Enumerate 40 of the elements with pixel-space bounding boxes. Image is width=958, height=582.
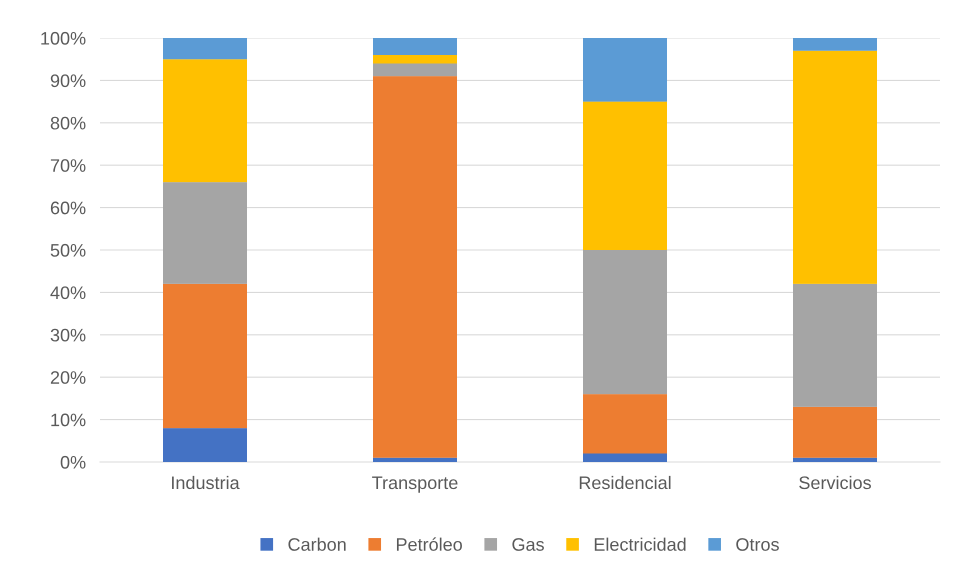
bar: [793, 406, 877, 458]
bar: [163, 182, 247, 284]
x-tick-label: Industria: [172, 476, 240, 490]
bar: [793, 284, 877, 407]
bar: [793, 38, 877, 51]
y-tick-label: 90%: [50, 74, 86, 88]
y-tick-label: 10%: [51, 414, 86, 426]
bar: [373, 63, 457, 76]
bar: [583, 394, 667, 454]
y-tick-label: 30%: [50, 328, 86, 342]
y-tick-label: 20%: [50, 371, 86, 384]
legend-label: Petróleo: [396, 537, 462, 551]
bar: [373, 458, 457, 462]
legend-label: Electricidad: [594, 538, 686, 551]
bar: [373, 76, 457, 458]
x-tick-label: Servicios: [799, 476, 871, 490]
x-tick-label: Transporte: [372, 476, 458, 493]
bar: [163, 284, 247, 428]
bar: [163, 59, 247, 182]
x-tick-label: Residencial: [580, 476, 670, 490]
bar: [163, 38, 247, 60]
bar: [793, 458, 877, 462]
y-tick-label: 50%: [50, 244, 86, 257]
legend-label: Carbon: [288, 538, 346, 551]
y-tick-label: 0%: [60, 456, 86, 469]
bar: [793, 50, 877, 284]
bar: [373, 38, 457, 55]
bar: [163, 428, 247, 462]
y-tick-label: 40%: [50, 286, 86, 300]
bar: [583, 454, 667, 462]
y-tick-label: 80%: [50, 116, 86, 130]
legend-label: Otros: [736, 538, 779, 551]
bar: [583, 250, 667, 394]
y-tick-label: 100%: [41, 32, 86, 45]
legend-label: Gas: [512, 538, 544, 551]
bar: [583, 38, 667, 102]
bar: [583, 102, 667, 250]
bar: [373, 54, 457, 64]
y-tick-label: 60%: [50, 202, 86, 214]
y-tick-label: 70%: [50, 159, 86, 172]
